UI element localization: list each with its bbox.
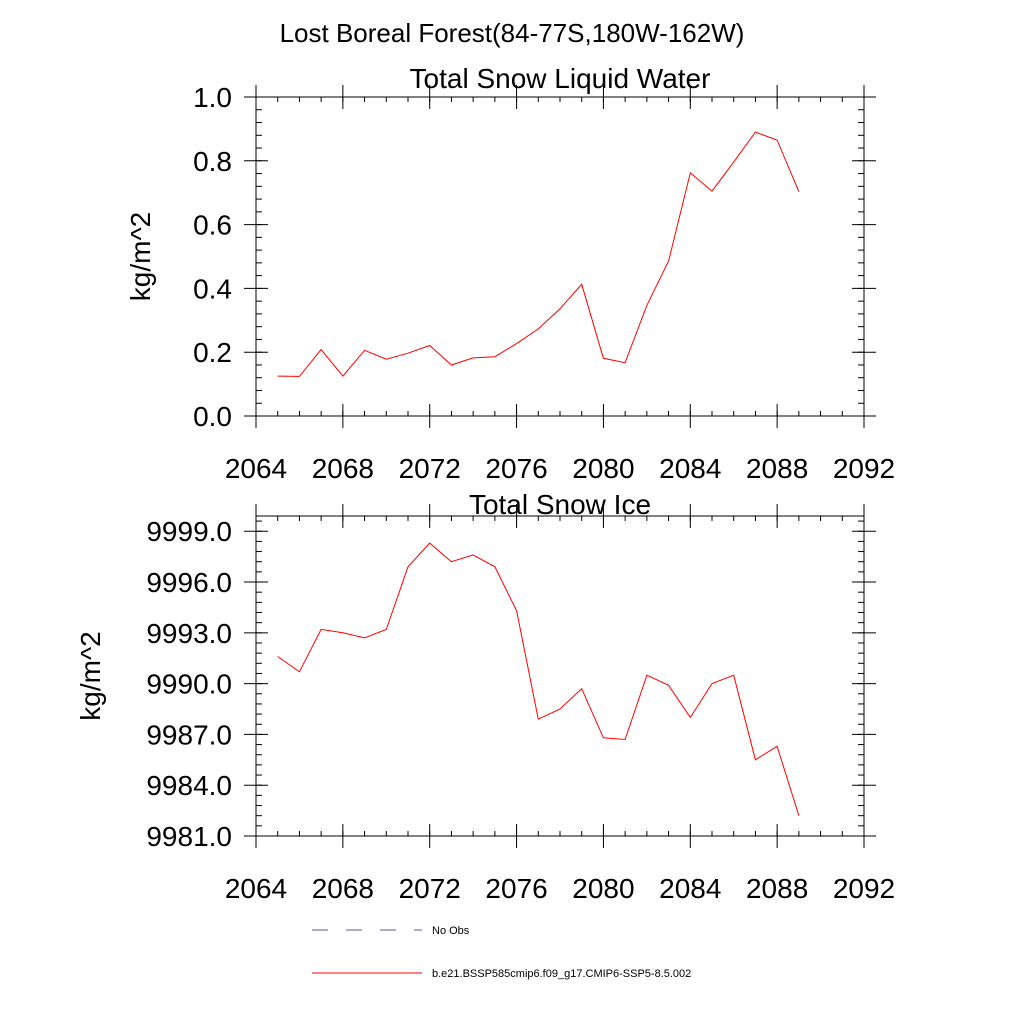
chart-panel-2: Total Snow Ice 2064 2068 2072 2076 2080 2084 20… bbox=[75, 489, 895, 904]
panel-title: Total Snow Ice bbox=[469, 489, 651, 520]
x-tick-label: 2068 bbox=[312, 873, 374, 904]
figure-title: Lost Boreal Forest(84-77S,180W-162W) bbox=[280, 18, 745, 48]
y-tick-label: 0.6 bbox=[193, 210, 232, 241]
x-tick-label: 2068 bbox=[312, 453, 374, 484]
legend-obs-label: No Obs bbox=[432, 925, 470, 937]
legend: No Obs b.e21.BSSP585cmip6.f09_g17.CMIP6-… bbox=[312, 925, 691, 980]
y-tick-label: 9987.0 bbox=[146, 719, 232, 750]
y-tick-label: 9999.0 bbox=[146, 516, 232, 547]
y-tick-label: 9990.0 bbox=[146, 669, 232, 700]
legend-model-label: b.e21.BSSP585cmip6.f09_g17.CMIP6-SSP5-8.… bbox=[432, 968, 691, 980]
x-tick-label: 2064 bbox=[225, 453, 287, 484]
x-tick-label: 2076 bbox=[485, 453, 547, 484]
x-tick-label: 2088 bbox=[746, 873, 808, 904]
y-tick-label: 0.0 bbox=[193, 401, 232, 432]
chart-panel-1: Total Snow Liquid Water 2064 2068 2072 2076 2… bbox=[125, 63, 895, 484]
x-tick-label: 2072 bbox=[399, 453, 461, 484]
y-tick-label: 0.2 bbox=[193, 337, 232, 368]
y-tick-label: 9996.0 bbox=[146, 567, 232, 598]
plot-frame bbox=[255, 96, 865, 417]
x-tick-label: 2084 bbox=[659, 453, 721, 484]
y-tick-label: 9993.0 bbox=[146, 618, 232, 649]
y-axis-label: kg/m^2 bbox=[125, 212, 156, 301]
x-tick-label: 2092 bbox=[833, 453, 895, 484]
y-tick-label: 0.8 bbox=[193, 146, 232, 177]
x-tick-label: 2080 bbox=[572, 453, 634, 484]
y-tick-label: 1.0 bbox=[193, 82, 232, 113]
series-line-1 bbox=[277, 542, 800, 816]
panel-title: Total Snow Liquid Water bbox=[410, 63, 711, 94]
series-line-1 bbox=[277, 131, 800, 377]
x-tick-label: 2072 bbox=[399, 873, 461, 904]
x-tick-label: 2084 bbox=[659, 873, 721, 904]
y-tick-label: 0.4 bbox=[193, 273, 232, 304]
x-tick-label: 2076 bbox=[485, 873, 547, 904]
plot-frame bbox=[255, 515, 865, 837]
x-tick-label: 2064 bbox=[225, 873, 287, 904]
y-axis-label: kg/m^2 bbox=[75, 631, 106, 720]
y-tick-label: 9981.0 bbox=[146, 821, 232, 852]
chart-panels: Total Snow Liquid Water 2064 2068 2072 2076 2… bbox=[75, 63, 895, 904]
y-tick-label: 9984.0 bbox=[146, 770, 232, 801]
x-tick-label: 2088 bbox=[746, 453, 808, 484]
x-tick-label: 2092 bbox=[833, 873, 895, 904]
x-tick-label: 2080 bbox=[572, 873, 634, 904]
